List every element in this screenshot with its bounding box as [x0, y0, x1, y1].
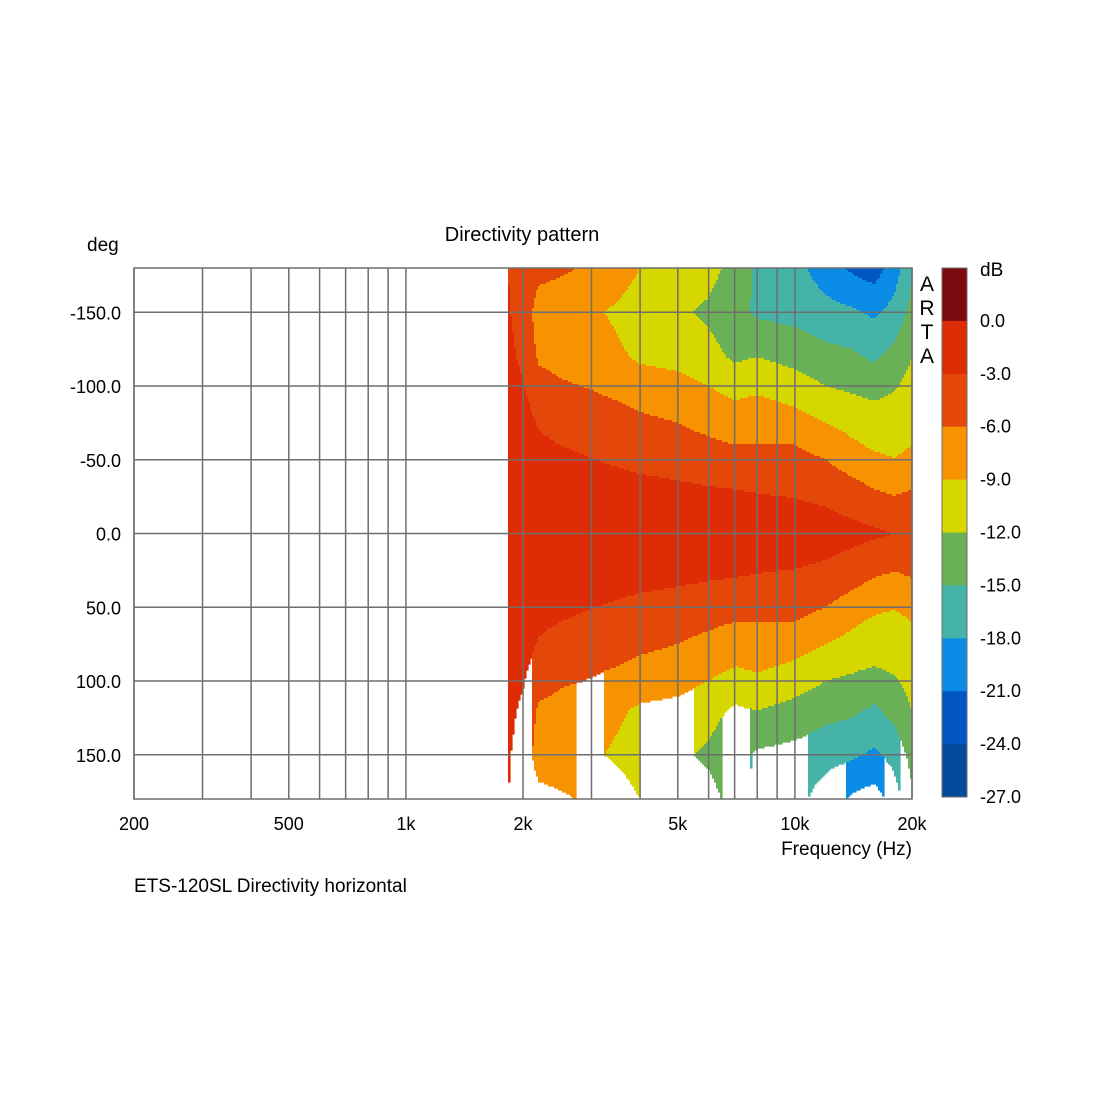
- y-tick-label: -50.0: [80, 451, 121, 471]
- x-tick-label: 10k: [780, 814, 810, 834]
- y-tick-labels: -150.0 -100.0 -50.0 0.0 50.0 100.0 150.0: [70, 303, 121, 766]
- heatmap-cell: [898, 736, 901, 791]
- y-tick-label: 100.0: [76, 672, 121, 692]
- y-tick-label: 0.0: [96, 525, 121, 545]
- colorbar-label: -18.0: [980, 628, 1021, 648]
- colorbar-swatch: [942, 427, 967, 480]
- chart-caption: ETS-120SL Directivity horizontal: [134, 876, 407, 898]
- x-tick-label: 5k: [668, 814, 688, 834]
- colorbar-swatch: [942, 744, 967, 797]
- y-axis-label: deg: [87, 235, 119, 256]
- x-tick-label: 500: [274, 814, 304, 834]
- colorbar-swatch: [942, 638, 967, 691]
- x-tick-label: 2k: [513, 814, 533, 834]
- watermark-letter: A: [920, 273, 934, 296]
- watermark-letter: T: [921, 321, 934, 344]
- y-tick-label: -150.0: [70, 303, 121, 323]
- colorbar-swatch: [942, 321, 967, 374]
- colorbar-swatch: [942, 374, 967, 427]
- colorbar-swatch: [942, 480, 967, 533]
- colorbar-label: -3.0: [980, 364, 1011, 384]
- chart-title: Directivity pattern: [445, 224, 600, 246]
- x-tick-label: 20k: [897, 814, 927, 834]
- colorbar-label: -15.0: [980, 575, 1021, 595]
- heatmap-cell: [882, 756, 885, 797]
- colorbar-swatch: [942, 268, 967, 321]
- colorbar-label: -12.0: [980, 523, 1021, 543]
- colorbar-label: -9.0: [980, 470, 1011, 490]
- y-tick-label: 150.0: [76, 746, 121, 766]
- x-tick-label: 1k: [396, 814, 416, 834]
- colorbar-label: -6.0: [980, 417, 1011, 437]
- colorbar-swatch: [942, 585, 967, 638]
- colorbar: 0.0 -3.0 -6.0 -9.0 -12.0 -15.0 -18.0 -21.0 -24.0…: [942, 268, 1021, 807]
- colorbar-label: 0.0: [980, 311, 1005, 331]
- watermark-letter: R: [919, 297, 934, 320]
- y-tick-label: -100.0: [70, 377, 121, 397]
- x-axis-label: Frequency (Hz): [781, 839, 912, 860]
- colorbar-label: -24.0: [980, 734, 1021, 754]
- watermark-letter: A: [920, 345, 934, 368]
- colorbar-unit: dB: [980, 260, 1003, 281]
- heatmap-cell: [574, 684, 577, 799]
- arta-watermark: ARTA: [919, 273, 934, 368]
- colorbar-swatch: [942, 533, 967, 586]
- y-tick-label: 50.0: [86, 598, 121, 618]
- colorbar-label: -27.0: [980, 787, 1021, 807]
- heatmap-cell: [750, 754, 753, 769]
- x-tick-labels: 200 500 1k 2k 5k 10k 20k: [119, 814, 928, 834]
- colorbar-label: -21.0: [980, 681, 1021, 701]
- colorbar-swatch: [942, 691, 967, 744]
- heatmap-cell: [720, 718, 723, 799]
- grid-lines: [134, 268, 912, 799]
- x-tick-label: 200: [119, 814, 149, 834]
